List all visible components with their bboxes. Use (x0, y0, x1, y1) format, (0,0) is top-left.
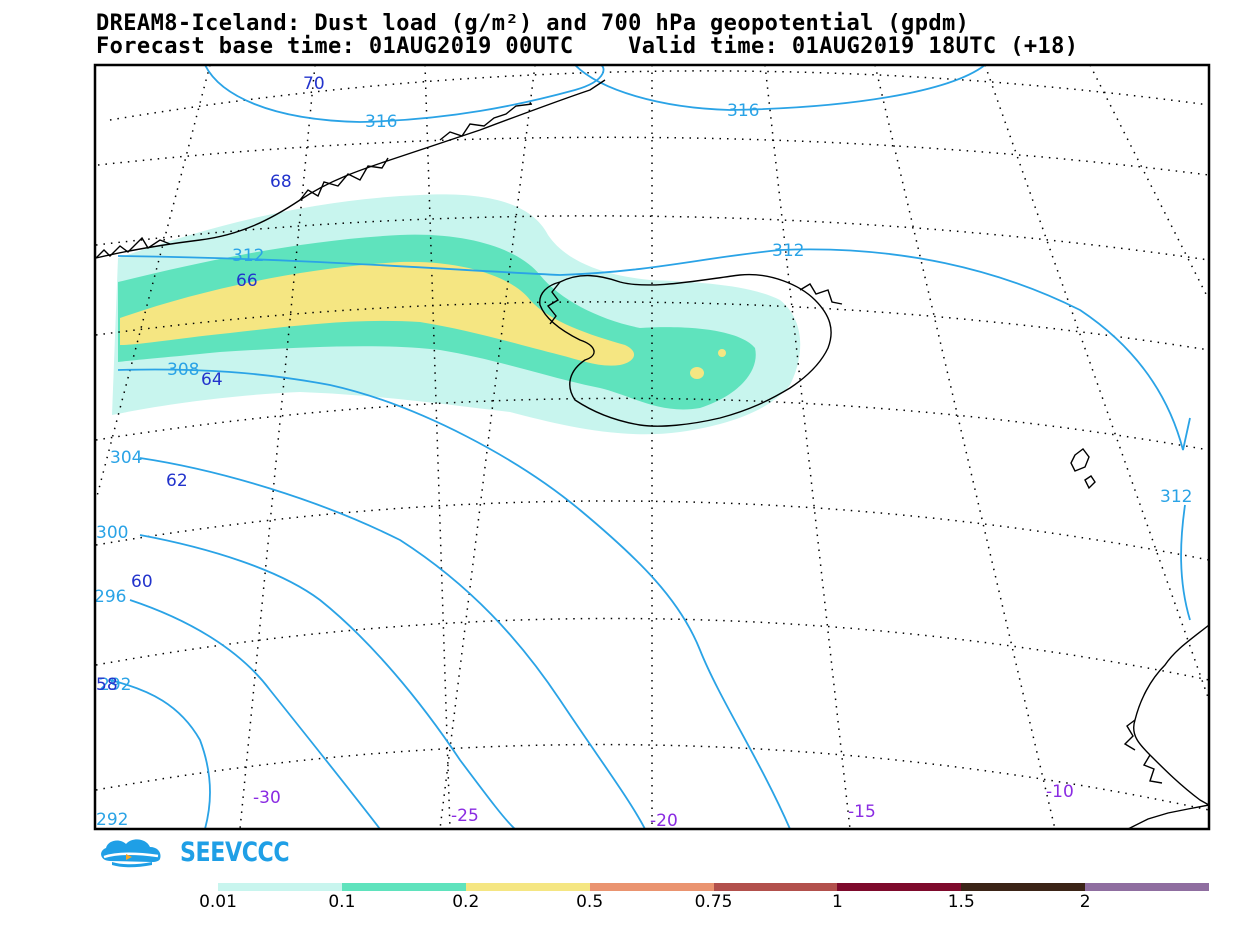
longitude-label: -20 (650, 811, 678, 831)
longitude-label: -25 (451, 806, 479, 826)
geopotential-label: 312 (772, 241, 804, 261)
legend-label: 0.75 (694, 892, 733, 912)
dust-blob-small-2 (718, 349, 726, 357)
geopotential-label: 296 (94, 587, 126, 607)
geopotential-label: 292 (99, 675, 131, 695)
geopotential-label: 308 (167, 360, 199, 380)
latitude-label: 66 (236, 271, 258, 291)
map-frame (93, 63, 1211, 831)
logo-text: SEEVCCC (180, 836, 290, 868)
latitude-label: 68 (270, 172, 292, 192)
legend-swatch (837, 883, 962, 891)
latitude-label: 64 (201, 370, 223, 390)
latitude-label: 60 (131, 572, 153, 592)
geopotential-label: 312 (1160, 487, 1192, 507)
legend-label: 0.2 (452, 892, 480, 912)
legend-label: 1 (831, 892, 843, 912)
longitude-label: -10 (1046, 782, 1074, 802)
dust-legend-colorbar (218, 883, 1209, 891)
longitude-label: -15 (848, 802, 876, 822)
geopotential-label: 312 (232, 246, 264, 266)
legend-swatch (341, 883, 466, 891)
longitude-label: -30 (253, 788, 281, 808)
geopotential-label: 292 (96, 810, 128, 830)
map-subtitle-times: Forecast base time: 01AUG2019 00UTC Vali… (96, 34, 1079, 59)
geopotential-label: 300 (96, 523, 128, 543)
dust-plume-high (120, 261, 635, 366)
legend-swatch (713, 883, 838, 891)
legend-label: 0.1 (328, 892, 356, 912)
legend-swatch (465, 883, 590, 891)
map-title: DREAM8-Iceland: Dust load (g/m²) and 700… (96, 11, 970, 36)
legend-label: 0.01 (199, 892, 237, 912)
legend-label: 2 (1079, 892, 1091, 912)
legend-swatch (961, 883, 1086, 891)
dust-blob-small (690, 367, 704, 379)
latitude-label: 58 (96, 675, 118, 695)
coastlines (95, 79, 1209, 829)
longitude-graticule (95, 65, 1209, 829)
latitude-label: 62 (166, 471, 188, 491)
latitude-label: 70 (303, 74, 325, 94)
legend-swatch (1085, 883, 1209, 891)
legend-swatch (589, 883, 714, 891)
legend-label: 0.5 (576, 892, 604, 912)
geopotential-label: 316 (365, 112, 397, 132)
geopotential-label: 304 (110, 448, 142, 468)
geopotential-contours (109, 65, 1191, 829)
legend-swatch (218, 883, 342, 891)
geopotential-label: 316 (727, 101, 759, 121)
seevccc-logo: SEEVCCC (96, 834, 313, 870)
legend-label: 1.5 (947, 892, 975, 912)
cloud-logo-icon (101, 839, 161, 868)
